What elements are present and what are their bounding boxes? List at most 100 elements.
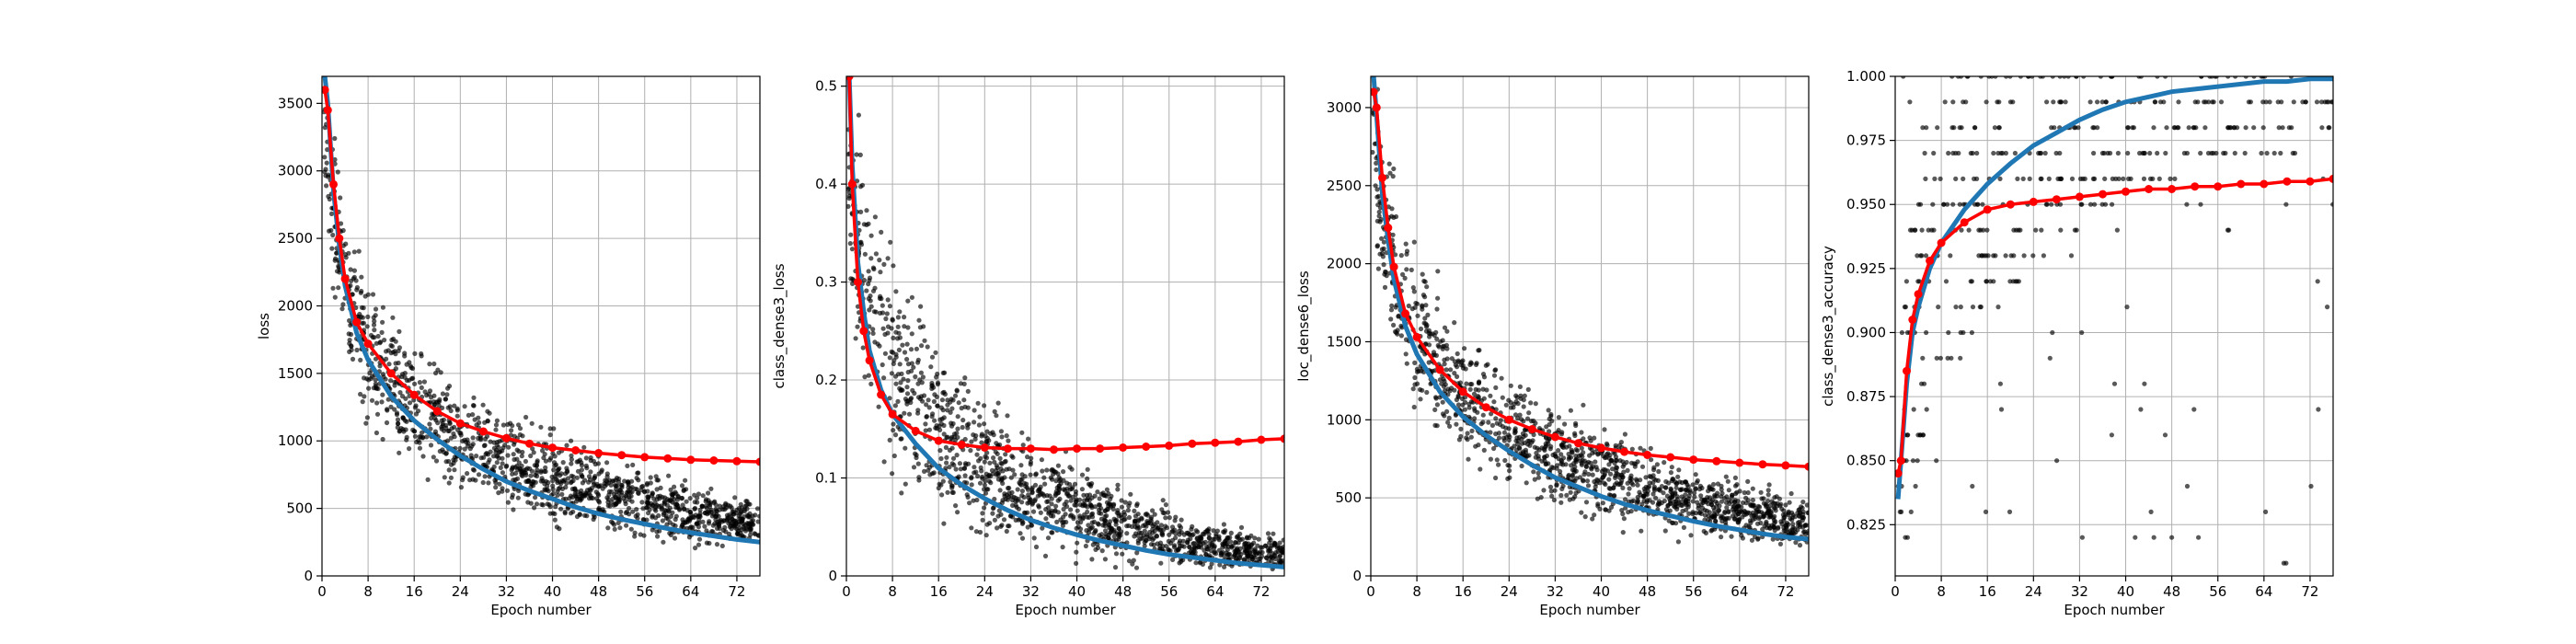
scatter-point	[1620, 512, 1626, 517]
scatter-point	[542, 481, 547, 487]
scatter-point	[552, 463, 558, 468]
scatter-point	[1739, 510, 1744, 515]
scatter-point	[364, 376, 370, 382]
scatter-point	[1158, 523, 1164, 528]
scatter-point	[1151, 542, 1156, 547]
scatter-point	[1079, 487, 1085, 492]
x-axis-label: Epoch number	[1015, 602, 1116, 618]
scatter-point	[1125, 508, 1131, 513]
y-tick-label: 3000	[278, 163, 313, 179]
scatter-point	[1524, 416, 1531, 421]
scatter-point	[1719, 487, 1724, 492]
scatter-point	[1508, 383, 1513, 388]
scatter-point	[1406, 303, 1411, 309]
scatter-point	[420, 454, 426, 459]
scatter-point	[646, 494, 651, 500]
scatter-point	[916, 317, 922, 323]
scatter-point	[1907, 227, 1914, 233]
scatter-point	[1614, 480, 1619, 486]
val-point	[2075, 192, 2084, 201]
scatter-point	[956, 474, 961, 479]
y-tick-label: 2000	[1327, 256, 1362, 272]
scatter-point	[879, 296, 884, 302]
scatter-point	[1025, 487, 1031, 492]
scatter-point	[1440, 346, 1445, 351]
batch-scatter	[1895, 76, 2333, 566]
scatter-point	[656, 512, 661, 519]
scatter-point	[615, 497, 620, 502]
scatter-point	[329, 246, 335, 251]
scatter-point	[428, 443, 434, 448]
scatter-point	[484, 433, 490, 439]
scatter-point	[452, 424, 457, 430]
scatter-point	[381, 374, 386, 380]
scatter-point	[700, 493, 706, 499]
scatter-point	[417, 380, 422, 385]
y-tick-label: 0.875	[1846, 388, 1886, 405]
scatter-point	[1277, 540, 1282, 546]
scatter-point	[1019, 489, 1025, 494]
scatter-point	[547, 511, 553, 516]
scatter-point	[1774, 494, 1779, 500]
scatter-point	[553, 504, 558, 510]
scatter-point	[857, 152, 863, 157]
scatter-point	[1070, 485, 1075, 490]
scatter-point	[1635, 459, 1640, 465]
scatter-point	[1533, 401, 1538, 407]
scatter-point	[373, 377, 378, 383]
scatter-point	[688, 524, 694, 530]
scatter-point	[709, 513, 716, 519]
scatter-point	[452, 434, 457, 440]
scatter-point	[1420, 271, 1425, 277]
scatter-point	[1107, 525, 1112, 531]
scatter-point	[1751, 512, 1756, 518]
val-point	[432, 407, 442, 416]
scatter-point	[2161, 99, 2167, 105]
scatter-point	[1009, 498, 1016, 503]
scatter-point	[889, 371, 895, 376]
val-point	[1903, 366, 1911, 375]
x-tick-label: 24	[1501, 583, 1518, 600]
scatter-point	[1743, 512, 1749, 517]
scatter-point	[2058, 176, 2064, 181]
scatter-point	[1532, 477, 1537, 482]
scatter-point	[1610, 466, 1616, 472]
scatter-point	[1619, 473, 1625, 478]
scatter-point	[2283, 201, 2289, 207]
scatter-point	[569, 438, 574, 443]
scatter-point	[1609, 458, 1615, 464]
scatter-point	[1899, 329, 1904, 336]
scatter-point	[943, 466, 949, 471]
scatter-point	[673, 517, 678, 523]
scatter-point	[668, 532, 674, 538]
scatter-point	[431, 361, 437, 367]
scatter-point	[1629, 446, 1635, 452]
scatter-point	[547, 432, 553, 438]
scatter-point	[1637, 489, 1642, 495]
scatter-point	[595, 461, 602, 466]
scatter-point	[632, 534, 638, 539]
scatter-point	[957, 461, 962, 466]
scatter-point	[531, 479, 536, 485]
scatter-point	[704, 505, 709, 511]
scatter-point	[1587, 453, 1593, 458]
scatter-point	[2276, 125, 2282, 131]
scatter-point	[1113, 551, 1120, 557]
scatter-point	[1719, 535, 1724, 540]
scatter-point	[1187, 532, 1192, 537]
scatter-point	[581, 444, 587, 450]
scatter-point	[382, 338, 387, 343]
scatter-point	[555, 467, 561, 473]
scatter-point	[661, 511, 667, 516]
scatter-point	[2243, 125, 2248, 131]
scatter-point	[1064, 519, 1069, 525]
scatter-point	[1945, 355, 1950, 361]
scatter-point	[920, 374, 926, 380]
scatter-point	[512, 465, 518, 470]
scatter-point	[1710, 487, 1716, 492]
scatter-point	[732, 495, 738, 500]
scatter-point	[377, 363, 383, 369]
scatter-point	[338, 221, 344, 226]
scatter-point	[1496, 431, 1501, 436]
scatter-point	[706, 521, 712, 526]
